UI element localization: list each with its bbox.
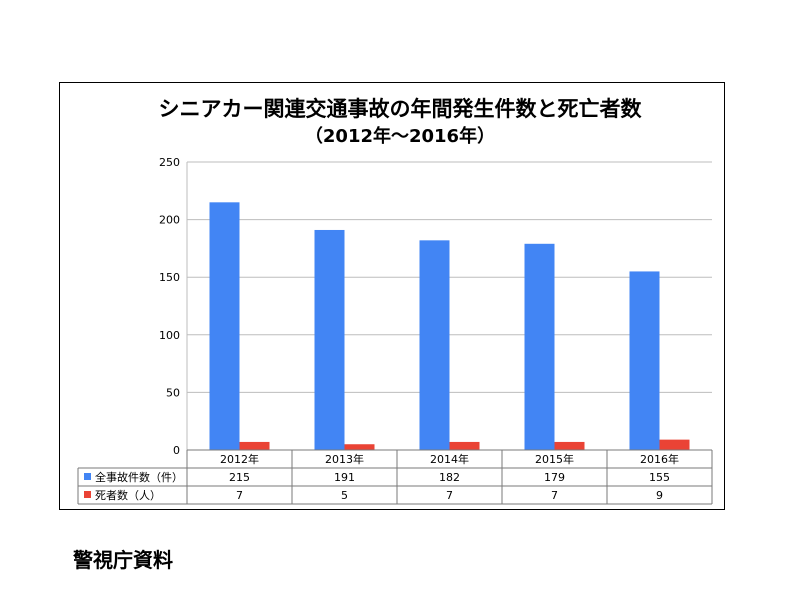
y-tick-label: 250 [159,156,180,169]
y-tick-label: 200 [159,214,180,227]
x-category-label: 2013年 [325,452,364,466]
legend-label: 全事故件数（件） [95,470,183,484]
source-note: 警視庁資料 [73,548,173,572]
data-table-value: 5 [341,489,348,502]
data-table-value: 179 [544,471,565,484]
y-tick-label: 100 [159,329,180,342]
chart-subtitle: （2012年～2016年） [304,126,496,147]
data-table-value: 7 [551,489,558,502]
data-table-value: 7 [446,489,453,502]
bar-accidents [629,271,660,450]
data-table-value: 182 [439,471,460,484]
bar-accidents [209,202,240,450]
bar-accidents [524,243,555,450]
bar-accidents [314,229,345,450]
chart-title: シニアカー関連交通事故の年間発生件数と死亡者数 [158,97,642,121]
data-table-value: 155 [649,471,670,484]
legend-swatch [84,491,91,498]
bar-deaths [239,441,270,450]
chart-frame [59,82,725,510]
y-tick-label: 50 [166,386,180,399]
bar-accidents [419,240,450,450]
bar-deaths [344,444,375,450]
legend-swatch [84,473,91,480]
bar-deaths [554,441,585,450]
bar-deaths [659,439,690,450]
legend-label: 死者数（人） [95,489,161,502]
y-tick-label: 0 [173,444,180,457]
bar-deaths [449,441,480,450]
data-table-value: 7 [236,489,243,502]
data-table-value: 191 [334,471,355,484]
data-table-value: 9 [656,489,663,502]
x-category-label: 2016年 [640,452,679,466]
x-category-label: 2015年 [535,452,574,466]
x-category-label: 2014年 [430,452,469,466]
x-category-label: 2012年 [220,452,259,466]
data-table-value: 215 [229,471,250,484]
y-tick-label: 150 [159,271,180,284]
